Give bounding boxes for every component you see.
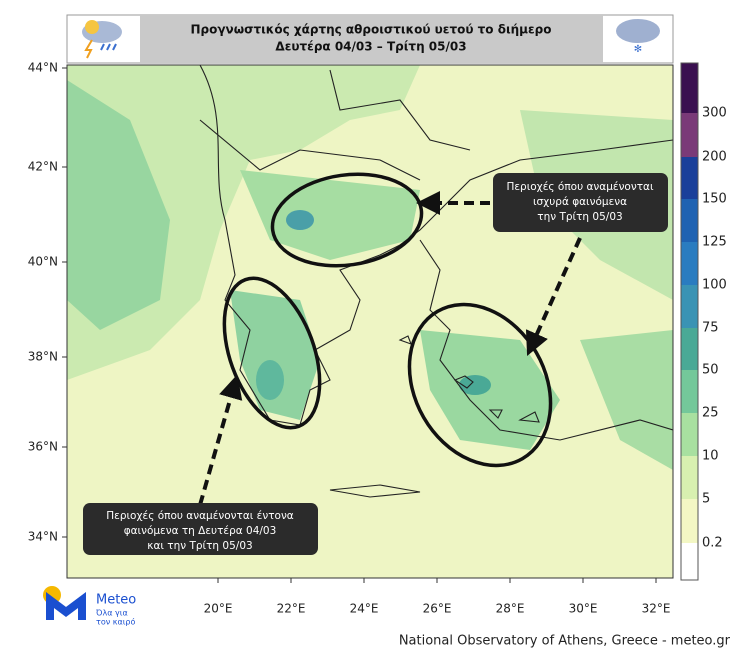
annotation-box [83,503,318,555]
lon-label: 26°E [423,602,452,616]
lon-label: 30°E [569,602,598,616]
logo [43,586,86,620]
header-title: Δευτέρα 04/03 – Τρίτη 05/03 [275,40,466,54]
lat-label: 42°N [28,160,58,174]
colorbar-label: 150 [702,192,727,207]
annotation-text: την Τρίτη 05/03 [537,211,622,223]
colorbar-segment [681,242,698,285]
footer: National Observatory of Athens, Greece -… [399,634,731,649]
lon-label: 24°E [350,602,379,616]
header-title: Προγνωστικός χάρτης αθροιστικού υετού το… [190,23,551,37]
annotation-text: φαινόμενα τη Δευτέρα 04/03 [124,525,277,537]
annotation-box [493,173,668,232]
logo-tagline: τον καιρό [96,617,135,627]
annotation-text: ισχυρά φαινόμενα [533,196,627,208]
lon-label: 32°E [642,602,671,616]
colorbar-segment [681,499,698,543]
lat-label: 36°N [28,440,58,454]
logo-tagline: Όλα για [95,608,128,618]
annotation-text: Περιοχές όπου αναμένονται [506,181,653,193]
colorbar-segment [681,328,698,370]
header-band [140,15,603,63]
lat-label: 40°N [28,255,58,269]
colorbar-label: 100 [702,278,727,293]
colorbar-label: 5 [702,492,710,507]
lat-label: 34°N [28,530,58,544]
colorbar-segment [681,285,698,328]
lat-label: 38°N [28,350,58,364]
map-frame [66,64,674,579]
lon-label: 20°E [204,602,233,616]
colorbar-label: 300 [702,106,727,121]
logo-name: Meteo [96,593,136,608]
lat-label: 44°N [28,61,58,75]
annotation-text: και την Τρίτη 05/03 [147,540,252,552]
colorbar-label: 125 [702,235,727,250]
colorbar-label: 200 [702,150,727,165]
colorbar-segment [681,370,698,413]
colorbar-segment [681,63,698,113]
colorbar-segment [681,199,698,242]
arrows [198,191,582,506]
map [67,65,673,578]
svg-text:✻: ✻ [634,44,642,55]
colorbar-segment [681,413,698,456]
colorbar-label: 25 [702,406,719,421]
colorbar-segment [681,113,698,157]
colorbar-label: 50 [702,363,719,378]
colorbar-segment [681,456,698,499]
colorbar-frame [680,62,699,581]
annotation-text: Περιοχές όπου αναμένονται έντονα [106,510,294,522]
snow-icon: ✻ [616,19,660,55]
colorbar-label: 75 [702,321,719,336]
colorbar-segment [681,543,698,580]
colorbar-label: 10 [702,449,719,464]
colorbar-label: 0.2 [702,536,723,551]
colorbar-segment [681,157,698,199]
rain-icon [82,20,122,59]
lon-label: 28°E [496,602,525,616]
lon-label: 22°E [277,602,306,616]
